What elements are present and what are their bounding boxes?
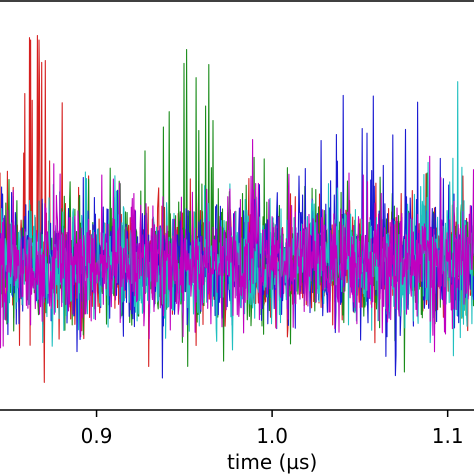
plot-area <box>0 34 474 383</box>
x-axis-title: time (µs) <box>227 450 317 474</box>
x-tick-label: 0.9 <box>81 424 113 448</box>
series-line-1 <box>0 34 474 383</box>
series-line-5 <box>0 139 474 353</box>
series-line-2 <box>0 49 474 373</box>
x-tick-label: 1.1 <box>432 424 464 448</box>
axes: 0.9 1.0 1.1 <box>0 0 474 448</box>
x-tick-label: 1.0 <box>256 424 288 448</box>
